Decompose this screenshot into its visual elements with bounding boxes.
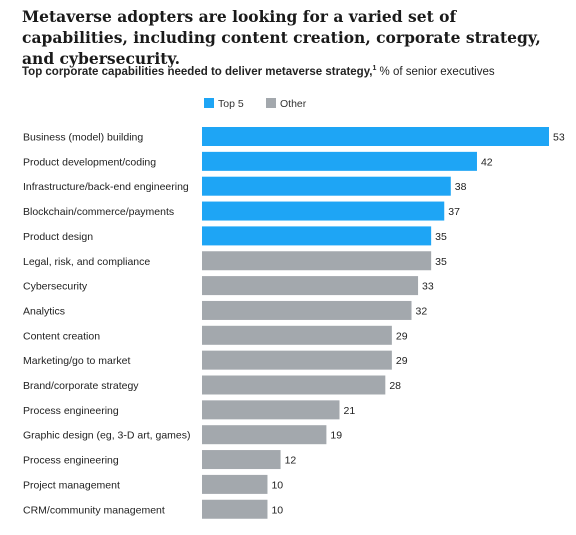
bar-other [202,450,281,470]
subtitle-bold: Top corporate capabilities needed to del… [22,66,373,78]
category-label: CRM/community management [23,504,165,516]
bar-other [202,474,268,494]
subtitle-unit: % of senior executives [376,66,495,78]
data-label: 42 [481,156,493,168]
chart-headline: Metaverse adopters are looking for a var… [22,7,541,68]
category-label: Brand/corporate strategy [23,380,139,392]
category-label: Content creation [23,330,100,342]
category-label: Marketing/go to market [23,355,130,367]
category-label: Infrastructure/back-end engineering [23,181,189,193]
data-label: 35 [435,231,447,243]
data-label: 29 [396,330,408,342]
bar-top5 [202,201,445,221]
bar-other [202,400,340,420]
category-label: Cybersecurity [23,281,88,293]
bar-other [202,375,386,395]
category-label: Product design [23,231,93,243]
data-label: 10 [271,504,283,516]
legend-swatch-other [266,98,276,108]
data-label: 38 [455,181,467,193]
bar-top5 [202,226,432,246]
category-label: Analytics [23,305,65,317]
category-label: Legal, risk, and compliance [23,256,150,268]
category-label: Product development/coding [23,156,156,168]
data-label: 32 [416,305,428,317]
data-label: 10 [271,479,283,491]
bar-top5 [202,151,477,171]
data-label: 28 [389,380,401,392]
category-label: Blockchain/commerce/payments [23,206,174,218]
bar-other [202,276,419,296]
legend-label-other: Other [280,98,307,110]
category-label: Project management [23,479,120,491]
data-label: 19 [330,430,342,442]
footnote-marker: 1 [372,65,377,72]
data-label: 53 [553,132,565,144]
bar-top5 [202,127,549,146]
category-label: Business (model) building [23,132,143,144]
bar-other [202,425,327,445]
legend-label-top5: Top 5 [218,98,244,110]
data-label: 33 [422,281,434,293]
data-label: 12 [285,455,297,467]
bar-other [202,350,392,370]
bar-other [202,325,392,345]
bar-other [202,300,412,320]
category-label: Process engineering [23,405,119,417]
bar-other [202,251,432,271]
chart-subtitle: Top corporate capabilities needed to del… [22,65,562,78]
bar-top5 [202,176,451,196]
category-label: Process engineering [23,455,119,467]
data-label: 37 [448,206,460,218]
bar-other [202,499,268,519]
legend-swatch-top5 [204,98,214,108]
category-label: Graphic design (eg, 3-D art, games) [23,430,191,442]
data-label: 29 [396,355,408,367]
data-label: 35 [435,256,447,268]
data-label: 21 [343,405,355,417]
